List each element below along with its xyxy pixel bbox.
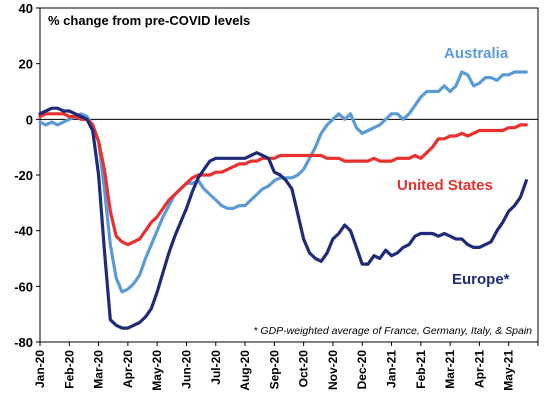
y-tick-label: 20 bbox=[19, 57, 33, 72]
x-tick-label: Dec-20 bbox=[355, 350, 369, 390]
y-tick-label: -60 bbox=[14, 279, 33, 294]
y-tick-label: 0 bbox=[26, 112, 33, 127]
x-tick-label: Mar-21 bbox=[443, 350, 457, 389]
series-line-united-states bbox=[38, 112, 528, 247]
x-tick-label: Apr-21 bbox=[472, 350, 486, 388]
series-label-australia: Australia bbox=[444, 45, 509, 62]
x-tick-label: Feb-20 bbox=[62, 350, 76, 389]
x-tick-label: Jul-20 bbox=[209, 350, 223, 385]
x-tick-label: Jan-20 bbox=[33, 350, 47, 388]
series-lines bbox=[38, 70, 528, 330]
x-tick-label: Oct-20 bbox=[297, 350, 311, 388]
footnote: * GDP-weighted average of France, German… bbox=[253, 325, 532, 337]
x-tick-label: Apr-20 bbox=[121, 350, 135, 388]
x-tick-label: May-20 bbox=[150, 350, 164, 391]
series-label-united-states: United States bbox=[397, 177, 493, 194]
y-tick-label: -20 bbox=[14, 168, 33, 183]
x-axis: Jan-20 Feb-20 Mar-20 Apr-20 May-20 Jun-20 Jul-… bbox=[33, 342, 539, 391]
chart-title: % change from pre-COVID levels bbox=[48, 13, 250, 28]
x-tick-label: Mar-20 bbox=[92, 350, 106, 389]
y-tick-label: -80 bbox=[14, 335, 33, 350]
series-line-europe bbox=[38, 106, 528, 330]
series-label-europe: Europe* bbox=[452, 271, 510, 288]
x-tick-label: Feb-21 bbox=[414, 350, 428, 389]
x-tick-label: Jun-20 bbox=[179, 350, 193, 389]
y-tick-label: 40 bbox=[19, 1, 33, 16]
x-tick-label: May-21 bbox=[502, 350, 516, 391]
x-tick-label: Nov-20 bbox=[326, 350, 340, 390]
x-tick-label: Sep-20 bbox=[267, 350, 281, 390]
y-tick-label: -40 bbox=[14, 224, 33, 239]
x-tick-label: Jan-21 bbox=[385, 350, 399, 388]
y-axis: -80 -60 -40 -20 0 20 40 bbox=[14, 1, 40, 350]
x-tick-label: Aug-20 bbox=[238, 350, 252, 391]
